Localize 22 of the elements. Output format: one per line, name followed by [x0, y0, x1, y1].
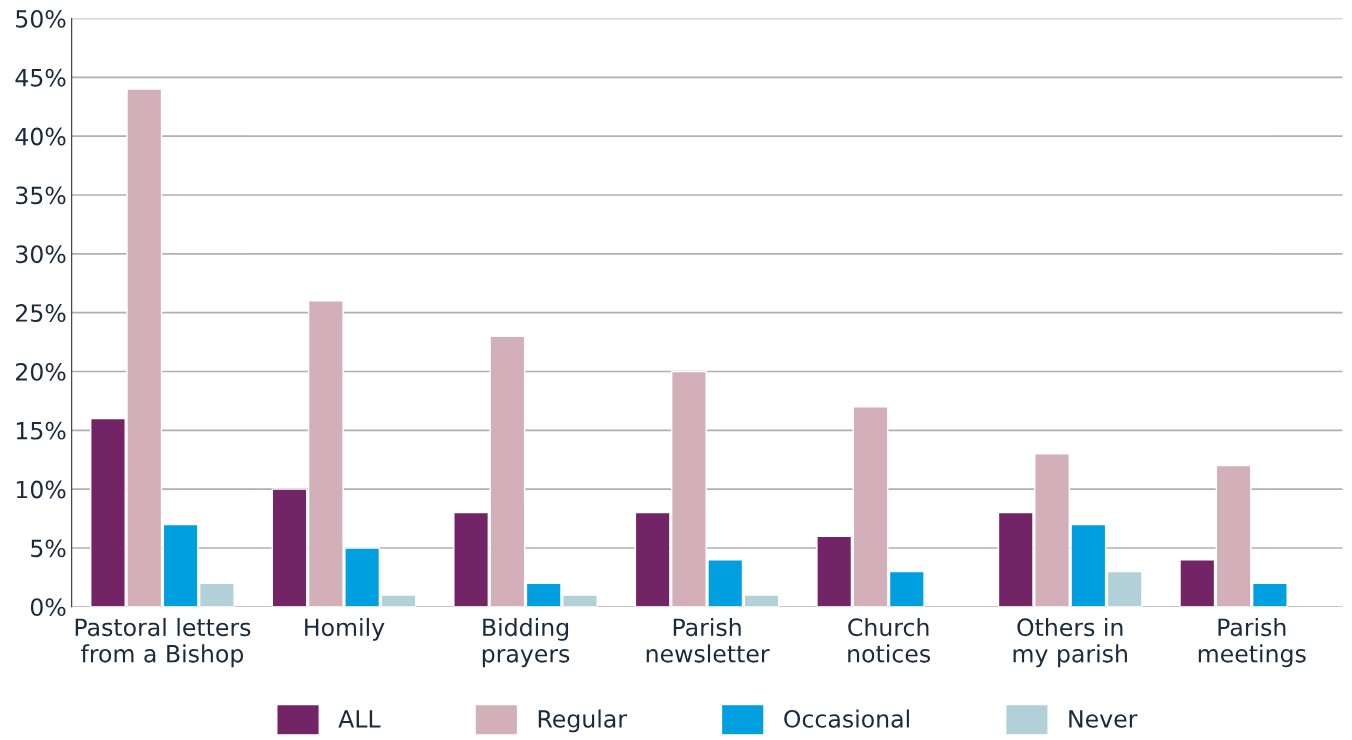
x-tick-label: Parish newsletter: [646, 617, 770, 663]
y-tick-label: 50%: [16, 9, 66, 28]
x-tick-label: Church notices: [848, 617, 931, 663]
x-tick-label: Others in my parish: [1013, 617, 1127, 668]
y-tick-label: 5%: [31, 539, 66, 558]
y-tick-label: 40%: [15, 127, 66, 146]
y-tick-label: 25%: [16, 304, 66, 322]
y-tick-label: 30%: [16, 245, 66, 264]
x-tick-label: Homily: [305, 617, 385, 641]
legend-label: Regular: [538, 709, 628, 733]
y-tick-label: 10%: [16, 480, 66, 499]
legend-label: ALL: [338, 710, 381, 728]
y-tick-label: 15%: [16, 421, 66, 440]
legend-label: Never: [1069, 710, 1138, 728]
y-tick-label: 35%: [16, 186, 66, 205]
x-tick-label: Parish meetings: [1198, 617, 1306, 668]
y-tick-label: 45%: [15, 68, 66, 87]
x-tick-label: Pastoral letters from a Bishop: [75, 617, 251, 668]
legend-label: Occasional: [784, 709, 909, 728]
y-tick-label: 0%: [30, 598, 66, 617]
x-tick-label: Bidding prayers: [482, 617, 570, 668]
y-tick-label: 20%: [16, 362, 66, 381]
